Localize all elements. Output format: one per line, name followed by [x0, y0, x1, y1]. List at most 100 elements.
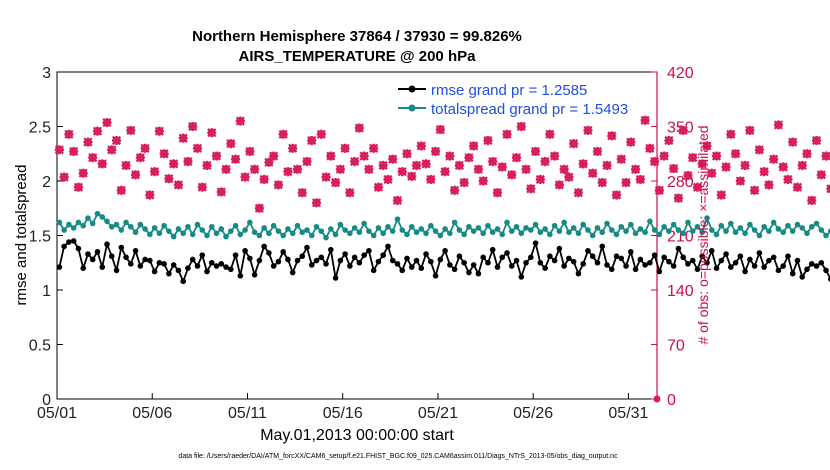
rmse-point: [632, 266, 639, 273]
x-tick-label: 05/16: [323, 405, 363, 422]
obs-assimilated-point: [307, 135, 317, 146]
obs-assimilated-point: [430, 146, 441, 156]
obs-assimilated-point: [569, 139, 579, 149]
totalspread-point: [518, 230, 525, 237]
obs-assimilated-point: [421, 159, 431, 169]
obs-assimilated-point: [745, 125, 755, 135]
totalspread-point: [161, 222, 167, 229]
rmse-point: [604, 262, 610, 268]
rmse-point: [204, 268, 210, 275]
rmse-point: [642, 262, 648, 268]
obs-assimilated-point: [740, 160, 750, 171]
obs-assimilated-point: [330, 177, 341, 188]
rmse-point: [328, 246, 334, 253]
rmse-point: [408, 264, 415, 270]
obs-assimilated-point: [254, 203, 264, 213]
rmse-point: [147, 257, 153, 264]
obs-assimilated-point: [88, 153, 98, 163]
rmse-point: [704, 259, 710, 266]
plot-area: [56, 71, 658, 400]
obs-assimilated-point: [621, 177, 631, 188]
totalspread-point: [685, 219, 691, 226]
rmse-point: [308, 262, 315, 268]
totalspread-point: [237, 231, 244, 238]
obs-assimilated-point: [159, 149, 169, 159]
totalspread-point: [132, 229, 139, 236]
rmse-point: [470, 262, 477, 268]
rmse-point: [480, 254, 486, 261]
rmse-point: [585, 247, 591, 254]
totalspread-point: [442, 226, 448, 232]
obs-assimilated-point: [811, 135, 822, 146]
totalspread-point: [756, 232, 763, 239]
x-axis-label: May.01,2013 00:00:00 start: [260, 427, 454, 444]
totalspread-point: [328, 226, 334, 232]
obs-assimilated-point: [716, 190, 726, 200]
totalspread-point: [370, 232, 377, 239]
totalspread-point: [504, 219, 510, 226]
obs-assimilated-point: [407, 171, 417, 181]
rmse-point: [789, 270, 796, 277]
rmse-point: [123, 254, 129, 261]
totalspread-point: [389, 228, 396, 234]
totalspread-point: [399, 227, 406, 233]
rmse-point: [813, 263, 820, 269]
totalspread-point: [770, 219, 777, 226]
rmse-point: [651, 252, 658, 258]
totalspread-point: [780, 229, 786, 236]
totalspread-point: [185, 223, 191, 230]
totalspread-point: [785, 222, 791, 229]
obs-assimilated-point: [326, 151, 336, 161]
totalspread-point: [66, 221, 72, 228]
rmse-point: [247, 255, 253, 262]
totalspread-point: [808, 223, 815, 230]
obs-assimilated-point: [78, 168, 88, 178]
totalspread-point: [366, 228, 372, 234]
obs-assimilated-point: [616, 154, 626, 164]
rmse-point: [266, 250, 272, 256]
totalspread-point: [332, 231, 339, 238]
obs-assimilated-point: [630, 164, 641, 174]
legend: rmse grand pr = 1.2585 totalspread grand…: [398, 82, 628, 118]
obs-assimilated-point: [769, 154, 779, 164]
rmse-point: [808, 261, 815, 267]
y-right-tick-label: 210: [667, 229, 694, 246]
totalspread-point: [123, 219, 129, 226]
rmse-point: [413, 257, 420, 264]
y-tick-label: 3: [42, 65, 51, 82]
totalspread-point: [732, 229, 739, 236]
rmse-point: [708, 247, 715, 254]
totalspread-point: [556, 228, 563, 234]
rmse-point: [628, 249, 634, 255]
obs-assimilated-point: [626, 137, 636, 147]
totalspread-point: [632, 230, 639, 237]
rmse-point: [485, 259, 491, 266]
rmse-point: [80, 265, 86, 272]
rmse-point: [761, 264, 767, 270]
legend-marker-rmse: [408, 85, 416, 93]
totalspread-point: [475, 225, 482, 231]
obs-assimilated-point: [507, 170, 517, 180]
obs-assimilated-point: [688, 153, 698, 163]
rmse-point: [361, 252, 367, 258]
x-tick-label: 05/01: [37, 405, 77, 422]
totalspread-point: [204, 232, 210, 239]
obs-assimilated-point: [597, 177, 607, 188]
rmse-point: [156, 259, 163, 266]
rmse-point: [599, 243, 606, 250]
obs-assimilated-point: [216, 187, 226, 197]
totalspread-point: [61, 227, 67, 233]
totalspread-point: [761, 223, 767, 230]
obs-assimilated-point: [183, 156, 193, 167]
obs-assimilated-point: [516, 121, 526, 132]
chart-subtitle: AIRS_TEMPERATURE @ 200 hPa: [239, 48, 477, 65]
totalspread-point: [689, 228, 696, 234]
totalspread-point: [347, 230, 353, 237]
obs-assimilated-point: [673, 193, 684, 203]
totalspread-point: [189, 231, 196, 238]
obs-assimilated-point: [302, 156, 312, 167]
totalspread-point: [466, 223, 472, 230]
totalspread-point: [666, 228, 672, 234]
rmse-point: [685, 261, 691, 267]
obs-assimilated-point: [169, 159, 179, 169]
